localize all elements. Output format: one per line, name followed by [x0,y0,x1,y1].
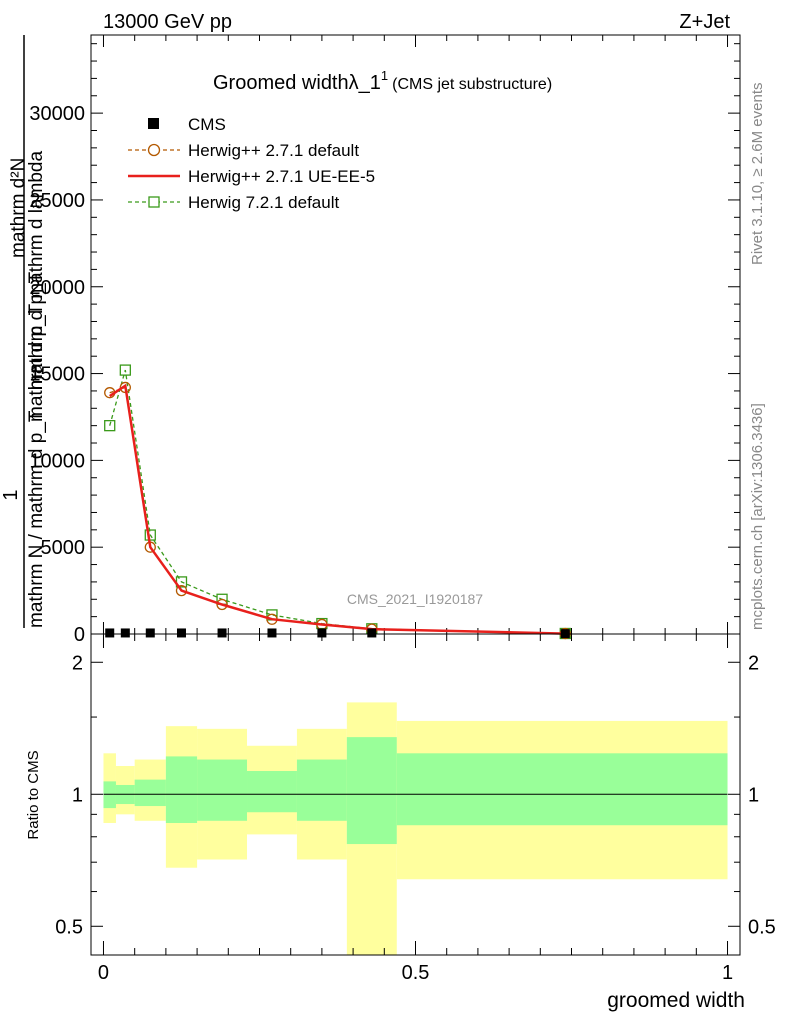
chart-title-main: Groomed widthλ_1 [213,72,381,94]
point-cms [217,628,227,638]
ratio-ytick-label-right: 0.5 [748,916,776,938]
point-herwig7 [104,420,116,432]
chart-title-sup: 1 [381,68,388,83]
main-panel: 1 mathrm d²N mathrm N / mathrm d p_T mat… [0,34,741,646]
legend-herwig-default-label: Herwig++ 2.7.1 default [188,141,359,160]
ratio-ylabel: Ratio to CMS [25,750,42,839]
ratio-ticks [91,634,740,955]
ratio-ytick-labels: 0.5 0.5 1 1 2 2 [55,652,776,938]
legend-herwig7-label: Herwig 7.2.1 default [188,193,339,212]
mcplots-label: mcplots.cern.ch [arXiv:1306.3436] [749,403,766,630]
main-ytick-label: 5000 [41,537,86,559]
energy-label: 13000 GeV pp [103,11,232,33]
ratio-ytick-label-right: 1 [748,784,759,806]
point-cms [105,628,115,638]
ratio-xtick-labels: 0 0.5 1 [98,962,733,984]
legend-herwig-default-marker [147,143,161,157]
main-ytick-label: 10000 [29,450,85,472]
xtick-label: 0.5 [402,962,430,984]
ratio-frame [90,633,741,956]
main-ytick-labels: 0 5000 10000 15000 20000 25000 30000 [29,103,85,646]
series-line-herwig-ueee5 [109,383,566,635]
ratio-ytick-label: 1 [72,784,83,806]
xlabel: groomed width [607,989,745,1012]
main-ytick-label: 30000 [29,103,85,125]
ratio-bands [103,702,728,955]
legend-herwig-ueee5-label: Herwig++ 2.7.1 UE-EE-5 [188,167,375,186]
ratio-band-inner [346,737,397,845]
main-ytick-label: 0 [74,624,85,646]
ratio-band-inner [134,779,166,807]
ratio-panel: 0.5 0.51 12 2 0 0.5 1 Ratio to CMS groomed wi… [25,633,776,1012]
ratio-ytick-label: 2 [72,652,83,674]
chart-title-paren: (CMS jet substructure) [392,76,552,93]
ylabel-numerator-1: 1 [0,489,22,500]
chart-title: Groomed widthλ_11 (CMS jet substructure) [213,68,552,94]
legend-herwig7-marker [148,196,160,208]
analysis-watermark: CMS_2021_I1920187 [347,591,483,607]
point-herwig7 [119,364,131,376]
ratio-ytick-label-right: 2 [748,652,759,674]
point-cms [176,628,186,638]
point-cms [317,628,327,638]
xtick-label: 0 [98,962,109,984]
main-ytick-label: 15000 [29,364,85,386]
legend-cms-label: CMS [188,115,226,134]
point-herwig-default [175,584,188,597]
ylabel-denominator-1: mathrm N / mathrm d p_T [26,410,47,628]
point-cms [120,628,130,638]
ratio-band-inner [165,756,198,823]
main-ytick-label: 20000 [29,277,85,299]
point-cms [267,628,277,638]
series-line-herwig-default [109,386,566,635]
main-ylabel: 1 mathrm d²N mathrm N / mathrm d p_T mat… [0,35,47,628]
ratio-band-inner [296,759,347,821]
ylabel-denominator-2: mathrm d p_T mathrm d lambda [26,151,47,422]
main-ytick-label: 25000 [29,190,85,212]
ylabel-denominator-3: mathrm d p_T [26,271,47,390]
point-cms [145,628,155,638]
process-label: Z+Jet [679,11,730,33]
rivet-label: Rivet 3.1.10, ≥ 2.6M events [749,83,766,266]
legend-cms-marker [148,118,159,129]
main-ticks [91,35,740,635]
xtick-label: 1 [722,962,733,984]
legend: CMS Herwig++ 2.7.1 default Herwig++ 2.7.… [128,115,375,212]
ratio-band-inner [247,770,297,813]
ratio-band-inner [197,759,248,821]
point-cms [367,628,377,638]
main-series [104,364,571,640]
ratio-ytick-label: 0.5 [55,916,83,938]
point-herwig-default [216,598,228,611]
ratio-band-inner [396,753,728,826]
